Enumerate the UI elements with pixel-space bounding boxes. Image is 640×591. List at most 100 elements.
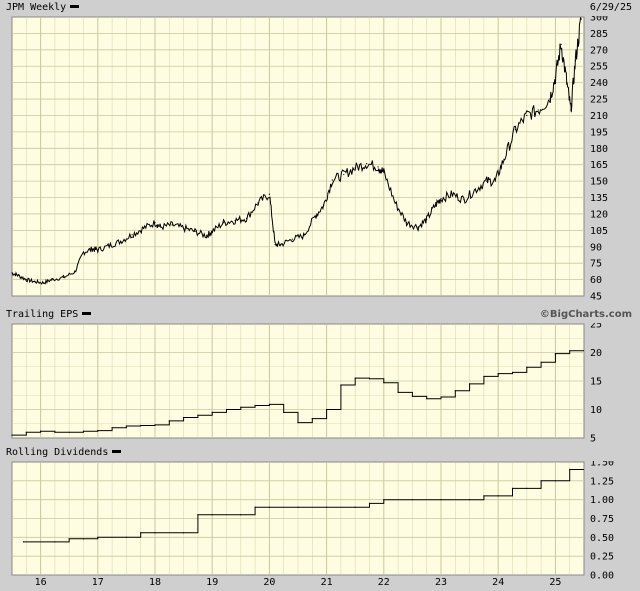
price-point (51, 278, 53, 281)
price-point (554, 76, 557, 78)
dividend-panel-header: Rolling Dividends (0, 445, 640, 461)
eps-point (11, 434, 13, 436)
eps-point (82, 430, 85, 432)
eps-point (254, 404, 256, 407)
eps-point (426, 398, 428, 400)
price-point (183, 227, 185, 229)
price-point (377, 166, 379, 168)
price-point (34, 281, 36, 283)
eps-point (283, 411, 285, 413)
price-point (406, 222, 408, 224)
legend-dash-icon (70, 4, 80, 8)
eps-title-text: Trailing EPS (6, 309, 79, 320)
dividend-point (354, 506, 356, 508)
eps-point (111, 427, 113, 429)
dividend-point (540, 480, 542, 482)
dividend-point (383, 499, 385, 501)
price-point (451, 193, 454, 195)
y-tick-label: 285 (590, 29, 608, 40)
dividend-point (211, 514, 213, 516)
price-title-text: JPM Weekly (6, 2, 67, 13)
eps-point (497, 372, 499, 375)
price-point (25, 278, 27, 281)
eps-point (454, 390, 456, 392)
y-tick-label: 240 (590, 78, 608, 89)
eps-point (411, 395, 413, 397)
price-point (426, 218, 428, 221)
dividend-point (469, 499, 471, 501)
price-point (160, 226, 162, 228)
dividend-point (125, 536, 127, 538)
price-point (280, 243, 282, 246)
eps-point (68, 431, 70, 433)
y-tick-label: 120 (590, 209, 608, 220)
dividend-point (569, 468, 571, 471)
price-point (526, 114, 528, 117)
price-point (303, 235, 305, 237)
x-tick-label: 25 (549, 577, 561, 588)
price-point (108, 245, 110, 247)
eps-point (483, 375, 485, 378)
dividend-point (297, 506, 299, 508)
chart-date: 6/29/25 (589, 2, 632, 13)
eps-point (168, 420, 170, 422)
price-title: JPM Weekly (6, 2, 80, 13)
price-point (549, 98, 551, 100)
eps-point (197, 414, 199, 416)
dividend-point (254, 506, 256, 508)
price-point (131, 234, 133, 236)
eps-point (326, 408, 328, 411)
y-tick-label: 5 (590, 434, 596, 445)
price-point (574, 60, 577, 62)
dividend-point (54, 541, 56, 543)
price-point (120, 240, 122, 242)
dividend-point (526, 487, 528, 489)
y-tick-label: 1.00 (590, 495, 614, 506)
dividend-point (140, 532, 142, 534)
dividend-point (97, 536, 99, 538)
y-tick-label: 255 (590, 62, 608, 73)
dividend-point (68, 538, 70, 540)
y-tick-label: 165 (590, 160, 608, 171)
y-tick-label: 300 (590, 13, 608, 24)
price-point (486, 180, 488, 182)
y-tick-label: 195 (590, 127, 608, 138)
legend-dash-icon (112, 449, 122, 453)
dividend-point (183, 532, 185, 534)
y-tick-label: 150 (590, 177, 608, 188)
y-tick-label: 225 (590, 95, 608, 106)
price-point (331, 179, 333, 181)
dividend-point (411, 499, 413, 501)
price-point (440, 198, 442, 200)
dividend-point (268, 506, 270, 508)
eps-point (225, 408, 228, 411)
eps-point (569, 350, 571, 352)
price-point (343, 173, 345, 176)
price-point (171, 224, 173, 226)
price-point (82, 251, 85, 253)
eps-title: Trailing EPS (6, 309, 92, 320)
eps-point (125, 425, 127, 427)
price-point (494, 180, 496, 182)
price-series-line (11, 17, 582, 285)
y-tick-label: 20 (590, 348, 602, 359)
eps-point (140, 424, 142, 427)
x-tick-label: 18 (149, 577, 161, 588)
eps-point (297, 422, 299, 424)
dividend-point (368, 502, 371, 505)
y-tick-label: 0.50 (590, 533, 614, 544)
dividend-point (497, 495, 499, 497)
x-tick-label: 19 (206, 577, 218, 588)
price-point (91, 248, 93, 250)
price-point (394, 202, 396, 204)
eps-point (211, 411, 213, 413)
eps-point (154, 424, 156, 426)
price-point (323, 204, 325, 206)
price-point (205, 235, 208, 237)
eps-point (183, 416, 185, 419)
price-point (580, 18, 582, 20)
dividend-point (22, 541, 25, 543)
x-tick-label: 20 (263, 577, 275, 588)
y-tick-label: 10 (590, 405, 602, 416)
